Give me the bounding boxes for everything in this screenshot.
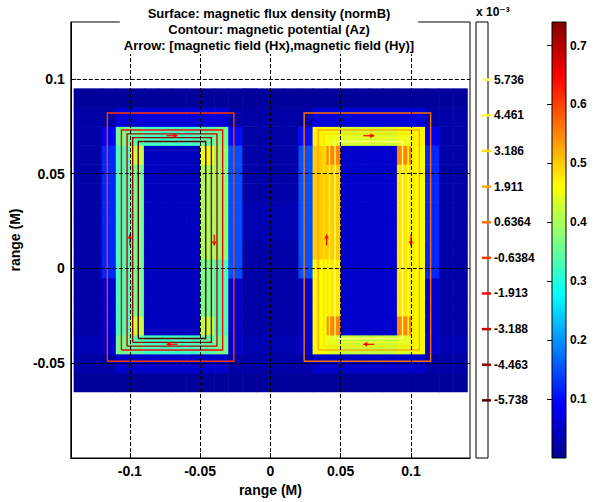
- svg-text:0.1: 0.1: [401, 463, 421, 479]
- svg-text:-3.188: -3.188: [494, 322, 528, 336]
- svg-text:-0.6384: -0.6384: [494, 251, 535, 265]
- svg-text:0.4: 0.4: [570, 215, 587, 229]
- svg-text:0.05: 0.05: [38, 166, 65, 182]
- svg-text:0.6: 0.6: [570, 97, 587, 111]
- svg-text:-0.05: -0.05: [33, 355, 65, 371]
- svg-text:Contour: magnetic potential (A: Contour: magnetic potential (Az): [168, 22, 370, 37]
- svg-text:0: 0: [267, 463, 275, 479]
- svg-text:0.1: 0.1: [570, 392, 587, 406]
- svg-text:Arrow: [magnetic field (Hx),ma: Arrow: [magnetic field (Hx),magnetic fie…: [124, 38, 414, 53]
- svg-text:5.736: 5.736: [494, 73, 524, 87]
- svg-text:x 10⁻³: x 10⁻³: [476, 5, 510, 19]
- svg-text:0: 0: [57, 260, 65, 276]
- svg-text:Surface: magnetic flux density: Surface: magnetic flux density (normB): [148, 6, 391, 21]
- svg-text:0.1: 0.1: [45, 71, 65, 87]
- svg-text:-4.463: -4.463: [494, 358, 528, 372]
- svg-text:0.2: 0.2: [570, 333, 587, 347]
- svg-text:0.5: 0.5: [570, 156, 587, 170]
- svg-text:0.7: 0.7: [570, 39, 587, 53]
- svg-text:range (M): range (M): [239, 482, 302, 498]
- svg-text:-5.738: -5.738: [494, 393, 528, 407]
- svg-text:-0.1: -0.1: [118, 463, 142, 479]
- svg-text:1.911: 1.911: [494, 180, 524, 194]
- svg-text:0.05: 0.05: [327, 463, 354, 479]
- svg-text:0.6364: 0.6364: [494, 215, 531, 229]
- svg-text:0.3: 0.3: [570, 274, 587, 288]
- svg-text:-1.913: -1.913: [494, 286, 528, 300]
- svg-text:3.186: 3.186: [494, 144, 524, 158]
- svg-text:range (M): range (M): [7, 209, 23, 272]
- svg-text:4.461: 4.461: [494, 108, 524, 122]
- svg-text:-0.05: -0.05: [184, 463, 216, 479]
